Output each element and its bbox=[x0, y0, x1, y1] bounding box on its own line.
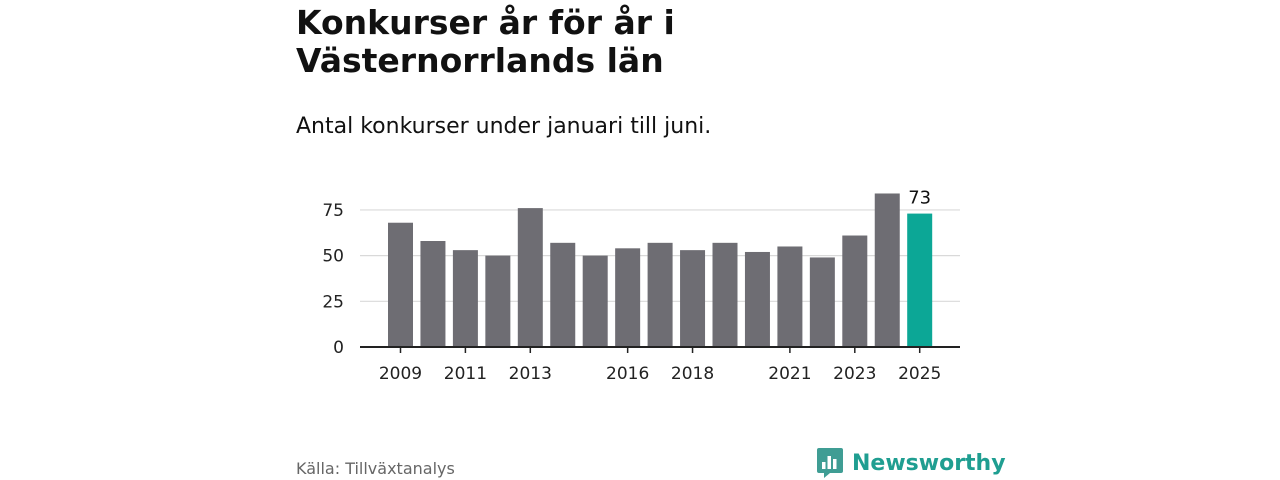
bar-2024 bbox=[874, 193, 900, 347]
x-tick-label-2016: 2016 bbox=[606, 364, 649, 384]
x-tick-label-2023: 2023 bbox=[833, 364, 876, 384]
bar-2021 bbox=[777, 246, 803, 347]
bar-2017 bbox=[647, 242, 673, 347]
bar-2012 bbox=[485, 255, 511, 347]
bar-2015 bbox=[582, 255, 608, 347]
bar-2009 bbox=[388, 222, 413, 347]
bar-chart-logo-icon bbox=[817, 448, 843, 478]
bar-2019 bbox=[712, 242, 738, 347]
x-tick-label-2011: 2011 bbox=[444, 364, 487, 384]
bar-2018 bbox=[680, 250, 706, 347]
bar-2020 bbox=[744, 251, 770, 347]
bar-2010 bbox=[420, 241, 446, 347]
x-tick-label-2009: 2009 bbox=[379, 364, 422, 384]
bar-chart: 0 25 50 75 2009 2011 2013 2016 2018 2021 2023 2025 7… bbox=[322, 188, 960, 384]
x-tick-label-2025: 2025 bbox=[898, 364, 941, 384]
bar-2025 bbox=[907, 213, 933, 347]
chart-card: Konkurser år för år i Västernorrlands lä… bbox=[296, 0, 1006, 480]
x-tick-label-2018: 2018 bbox=[671, 364, 714, 384]
bar-2022 bbox=[809, 257, 835, 347]
bar-2023 bbox=[842, 235, 868, 347]
bar-2011 bbox=[452, 250, 478, 347]
data-label-2025: 73 bbox=[908, 188, 931, 209]
y-tick-label-0: 0 bbox=[333, 338, 344, 358]
bar-2016 bbox=[615, 248, 641, 347]
chart-title: Konkurser år för år i Västernorrlands lä… bbox=[296, 3, 675, 80]
brand-logo: Newsworthy bbox=[816, 447, 1006, 479]
y-tick-label-50: 50 bbox=[322, 247, 344, 267]
bar-2014 bbox=[550, 242, 576, 347]
brand-name: Newsworthy bbox=[852, 450, 1006, 476]
x-tick-label-2013: 2013 bbox=[509, 364, 552, 384]
source-note: Källa: Tillväxtanalys bbox=[296, 459, 455, 478]
chart-subtitle: Antal konkurser under januari till juni. bbox=[296, 114, 712, 139]
x-tick-label-2021: 2021 bbox=[768, 364, 811, 384]
y-tick-label-25: 25 bbox=[322, 292, 344, 312]
y-tick-label-75: 75 bbox=[322, 201, 344, 221]
bar-2013 bbox=[517, 208, 543, 347]
